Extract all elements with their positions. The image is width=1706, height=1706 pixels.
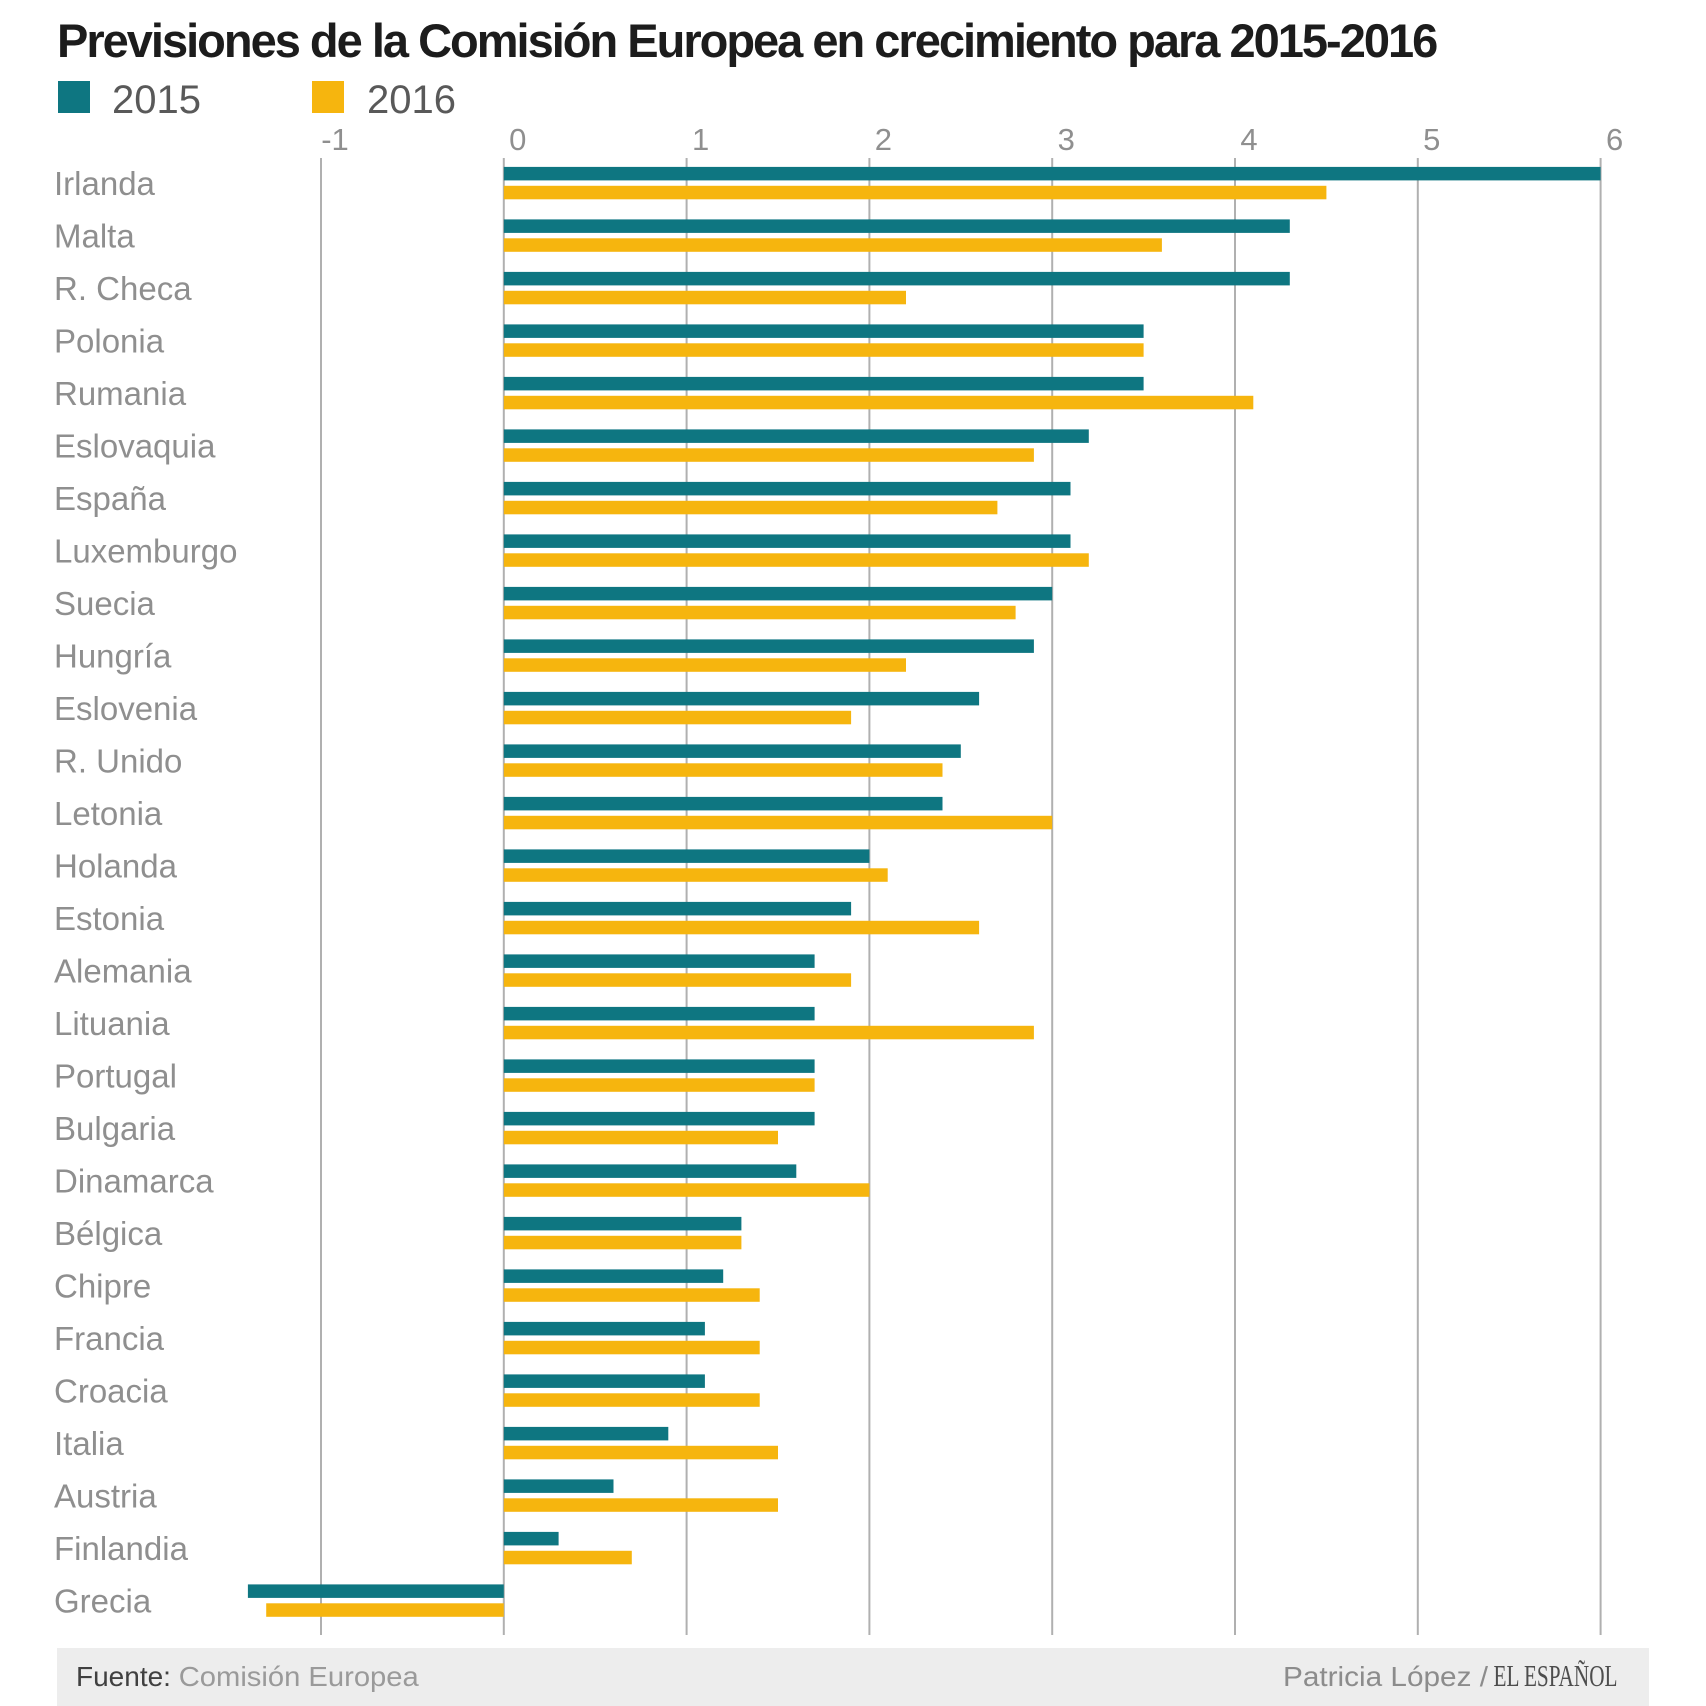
svg-text:Irlanda: Irlanda	[54, 165, 156, 202]
svg-text:R. Checa: R. Checa	[54, 270, 192, 307]
svg-text:Estonia: Estonia	[54, 900, 165, 937]
svg-text:Finlandia: Finlandia	[54, 1530, 189, 1567]
svg-text:Austria: Austria	[54, 1478, 157, 1515]
svg-text:Eslovaquia: Eslovaquia	[54, 428, 216, 465]
svg-text:Patricia López /: Patricia López /	[1283, 1661, 1488, 1692]
svg-text:2015: 2015	[112, 78, 201, 122]
svg-text:2: 2	[875, 122, 892, 157]
svg-text:5: 5	[1423, 122, 1440, 157]
svg-text:Malta: Malta	[54, 218, 135, 255]
svg-text:Hungría: Hungría	[54, 638, 172, 675]
svg-text:R. Unido: R. Unido	[54, 743, 182, 780]
svg-text:Rumania: Rumania	[54, 375, 187, 412]
svg-text:0: 0	[509, 122, 526, 157]
svg-text:Chipre: Chipre	[54, 1268, 151, 1305]
svg-text:Luxemburgo: Luxemburgo	[54, 533, 237, 570]
svg-text:2016: 2016	[367, 78, 456, 122]
svg-text:3: 3	[1058, 122, 1075, 157]
svg-text:1: 1	[692, 122, 709, 157]
svg-text:Letonia: Letonia	[54, 795, 163, 832]
svg-text:Holanda: Holanda	[54, 848, 178, 885]
svg-text:6: 6	[1606, 122, 1623, 157]
svg-text:Fuente: Comisión Europea: Fuente: Comisión Europea	[76, 1661, 419, 1692]
svg-text:Bélgica: Bélgica	[54, 1215, 163, 1252]
svg-text:EL ESPAÑOL: EL ESPAÑOL	[1494, 1658, 1618, 1693]
svg-text:Lituania: Lituania	[54, 1005, 170, 1042]
svg-text:Francia: Francia	[54, 1320, 165, 1357]
svg-text:Portugal: Portugal	[54, 1058, 177, 1095]
svg-text:España: España	[54, 480, 167, 517]
svg-text:Dinamarca: Dinamarca	[54, 1163, 214, 1200]
svg-text:Bulgaria: Bulgaria	[54, 1110, 176, 1147]
svg-text:Alemania: Alemania	[54, 953, 192, 990]
svg-text:Italia: Italia	[54, 1425, 124, 1462]
svg-text:Polonia: Polonia	[54, 323, 165, 360]
svg-text:Eslovenia: Eslovenia	[54, 690, 198, 727]
svg-text:Grecia: Grecia	[54, 1583, 152, 1620]
svg-text:-1: -1	[321, 122, 349, 157]
svg-text:Suecia: Suecia	[54, 585, 156, 622]
svg-text:Croacia: Croacia	[54, 1373, 168, 1410]
svg-text:Previsiones de la Comisión Eur: Previsiones de la Comisión Europea en cr…	[57, 14, 1437, 67]
svg-text:4: 4	[1240, 122, 1257, 157]
